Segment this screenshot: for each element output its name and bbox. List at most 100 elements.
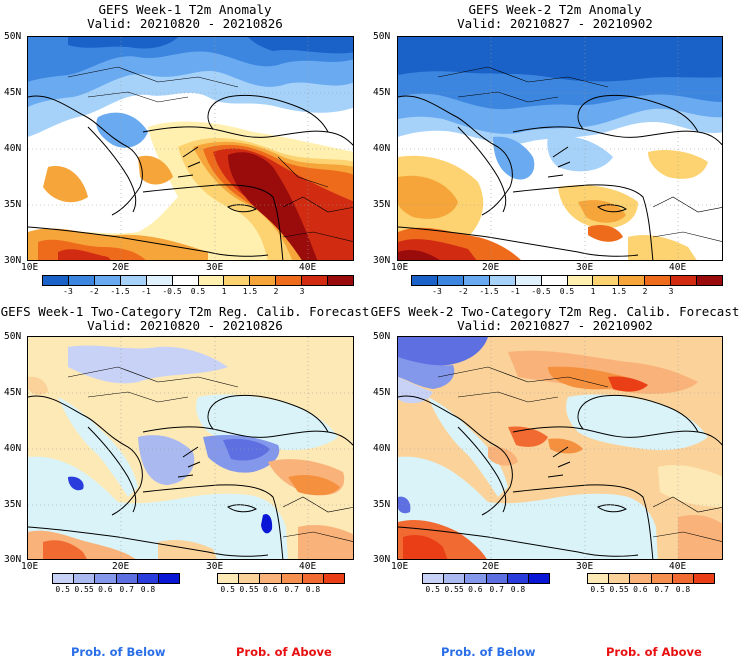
p4-lon-30e: 30E xyxy=(576,561,594,572)
prob-above-colorbar-swatch xyxy=(323,574,345,583)
p1-lat-35n: 35N xyxy=(4,199,22,210)
panel1-title: GEFS Week-1 T2m Anomaly xyxy=(98,2,272,17)
prob-above-colorbar-swatch xyxy=(302,574,324,583)
anomaly-colorbar-swatch xyxy=(567,276,594,285)
p2-anomaly-colorbar xyxy=(411,275,723,286)
anomaly-colorbar-swatch xyxy=(146,276,173,285)
anomaly-colorbar-swatch xyxy=(43,276,69,285)
p4-lat-30n: 30N xyxy=(373,554,391,565)
prob-below-colorbar-swatch xyxy=(465,574,487,583)
week1-probability-map xyxy=(27,336,354,560)
anomaly-colorbar-swatch xyxy=(250,276,277,285)
prob-above-colorbar-swatch xyxy=(239,574,261,583)
anomaly-colorbar-tick-label: 0.5 xyxy=(190,287,206,296)
prob-below-colorbar-tick-label: 0.7 xyxy=(489,585,504,594)
anomaly-colorbar-tick-label: -0.5 xyxy=(531,287,551,296)
p4-lat-35n: 35N xyxy=(373,499,391,510)
prob-above-colorbar-swatch xyxy=(588,574,610,583)
prob-below-colorbar-swatch xyxy=(423,574,445,583)
p3-lon-10e: 10E xyxy=(21,561,39,572)
p1-lon-30e: 30E xyxy=(206,262,224,273)
prob-below-colorbar-swatch xyxy=(507,574,529,583)
p2-lon-10e: 10E xyxy=(391,262,409,273)
p1-lon-20e: 20E xyxy=(112,262,130,273)
anomaly-colorbar-tick-label: 3 xyxy=(668,287,674,296)
p1-lon-10e: 10E xyxy=(21,262,39,273)
prob-above-colorbar-swatch xyxy=(609,574,631,583)
prob-above-colorbar-tick-label: 0.8 xyxy=(305,585,321,594)
prob-above-colorbar-tick-label: 0.6 xyxy=(263,585,278,594)
anomaly-colorbar-swatch xyxy=(463,276,490,285)
p2-lat-30n: 30N xyxy=(373,255,391,266)
p2-lat-50n: 50N xyxy=(373,31,391,42)
p4-lat-50n: 50N xyxy=(373,331,391,342)
p3-prob-above-label: Prob. of Above xyxy=(236,645,332,659)
anomaly-colorbar-swatch xyxy=(276,276,303,285)
prob-below-colorbar-tick-label: 0.8 xyxy=(140,585,156,594)
prob-below-colorbar-swatch xyxy=(486,574,508,583)
p1-lon-40e: 40E xyxy=(299,262,317,273)
p1-lat-40n: 40N xyxy=(4,143,22,154)
anomaly-colorbar-swatch xyxy=(198,276,225,285)
p2-lat-35n: 35N xyxy=(373,199,391,210)
week1-anomaly-map-graphic xyxy=(28,37,353,260)
prob-above-colorbar-swatch xyxy=(672,574,694,583)
prob-below-colorbar-swatch xyxy=(116,574,138,583)
p3-lat-40n: 40N xyxy=(4,443,22,454)
week1-probability-map-graphic xyxy=(28,337,353,559)
prob-above-colorbar-tick-label: 0.55 xyxy=(609,585,629,594)
p3-lon-20e: 20E xyxy=(112,561,130,572)
p4-lat-45n: 45N xyxy=(373,387,391,398)
p4-prob-above-colorbar xyxy=(587,573,715,584)
p2-lat-45n: 45N xyxy=(373,87,391,98)
p3-lat-35n: 35N xyxy=(4,499,22,510)
anomaly-colorbar-swatch xyxy=(697,276,723,285)
prob-below-colorbar-tick-label: 0.5 xyxy=(55,585,70,594)
prob-below-colorbar-tick-label: 0.8 xyxy=(510,585,526,594)
prob-below-colorbar-swatch xyxy=(53,574,75,583)
p1-anomaly-colorbar xyxy=(42,275,354,286)
prob-above-colorbar-tick-label: 0.7 xyxy=(654,585,669,594)
anomaly-colorbar-tick-label: -2 xyxy=(89,287,99,296)
week1-anomaly-map xyxy=(27,36,354,261)
anomaly-colorbar-tick-label: -3 xyxy=(432,287,442,296)
anomaly-colorbar-tick-label: -1.5 xyxy=(479,287,499,296)
anomaly-colorbar-tick-label: -3 xyxy=(63,287,73,296)
p2-lon-30e: 30E xyxy=(576,262,594,273)
prob-below-colorbar-swatch xyxy=(158,574,180,583)
week2-probability-map xyxy=(397,336,723,560)
p3-prob-below-label: Prob. of Below xyxy=(71,645,166,659)
anomaly-colorbar-tick-label: 3 xyxy=(299,287,305,296)
prob-below-colorbar-tick-label: 0.6 xyxy=(98,585,113,594)
p4-prob-below-colorbar xyxy=(422,573,550,584)
prob-below-colorbar-swatch xyxy=(444,574,466,583)
anomaly-colorbar-tick-label: 2 xyxy=(273,287,279,296)
anomaly-colorbar-tick-label: 1.5 xyxy=(611,287,627,296)
prob-below-colorbar-swatch xyxy=(74,574,96,583)
prob-below-colorbar-swatch xyxy=(528,574,550,583)
anomaly-colorbar-swatch xyxy=(515,276,542,285)
week2-anomaly-map-graphic xyxy=(398,37,722,260)
p4-prob-above-label: Prob. of Above xyxy=(606,645,702,659)
p4-prob-below-label: Prob. of Below xyxy=(441,645,536,659)
anomaly-colorbar-swatch xyxy=(671,276,698,285)
anomaly-colorbar-tick-label: 1 xyxy=(590,287,596,296)
anomaly-colorbar-swatch xyxy=(94,276,121,285)
p3-lat-45n: 45N xyxy=(4,387,22,398)
anomaly-colorbar-tick-label: -2 xyxy=(458,287,468,296)
p3-prob-above-colorbar xyxy=(217,573,345,584)
p2-lon-40e: 40E xyxy=(669,262,687,273)
anomaly-colorbar-swatch xyxy=(541,276,568,285)
anomaly-colorbar-swatch xyxy=(328,276,354,285)
panel3-title: GEFS Week-1 Two-Category T2m Reg. Calib.… xyxy=(0,304,370,319)
prob-above-colorbar-tick-label: 0.8 xyxy=(675,585,691,594)
anomaly-colorbar-swatch xyxy=(645,276,672,285)
anomaly-colorbar-swatch xyxy=(619,276,646,285)
anomaly-colorbar-swatch xyxy=(489,276,516,285)
anomaly-colorbar-swatch xyxy=(224,276,251,285)
prob-above-colorbar-tick-label: 0.7 xyxy=(284,585,299,594)
prob-below-colorbar-tick-label: 0.6 xyxy=(468,585,483,594)
anomaly-colorbar-tick-label: 1.5 xyxy=(242,287,258,296)
anomaly-colorbar-swatch xyxy=(68,276,95,285)
p1-lat-30n: 30N xyxy=(4,255,22,266)
